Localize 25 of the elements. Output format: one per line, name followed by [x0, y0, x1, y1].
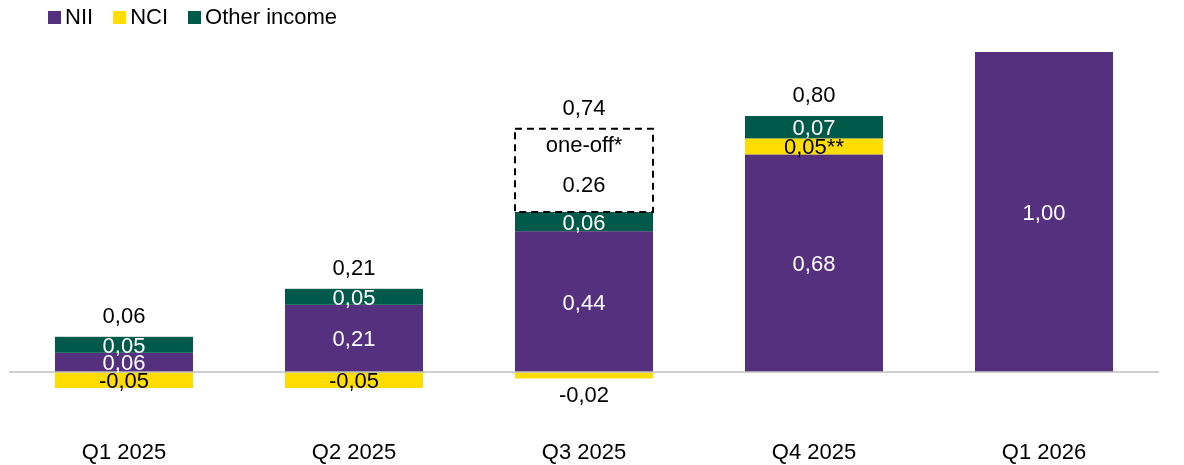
- x-tick-label: Q3 2025: [541, 438, 627, 464]
- data-label: 0,05: [332, 284, 376, 310]
- data-label: 0,21: [332, 326, 376, 352]
- bar: [514, 127, 654, 213]
- legend-label: NII: [65, 4, 94, 29]
- data-label: -0,05: [328, 368, 380, 393]
- bar: [975, 52, 1113, 372]
- data-label: 0,44: [562, 289, 606, 315]
- x-tick-label: Q2 2025: [311, 438, 397, 464]
- bar: [515, 231, 653, 372]
- total-label: 0,80: [792, 82, 836, 107]
- data-label: -0,02: [558, 382, 610, 408]
- data-label: 0.26: [562, 172, 606, 198]
- total-label: 0,06: [102, 302, 146, 328]
- x-tick-label: Q1 2025: [81, 438, 167, 464]
- legend-label: NCI: [130, 4, 169, 29]
- x-tick-label: Q4 2025: [771, 438, 857, 464]
- series-label: one-off*: [545, 132, 623, 158]
- data-label: 0,68: [792, 251, 836, 277]
- x-tick-label: Q1 2026: [1001, 438, 1087, 464]
- data-label: 0,06: [562, 209, 606, 235]
- data-label: 1,00: [1022, 200, 1066, 225]
- total-label: 0,21: [332, 254, 376, 280]
- total-label: 0,74: [562, 94, 606, 120]
- legend-label: Other income: [205, 4, 338, 29]
